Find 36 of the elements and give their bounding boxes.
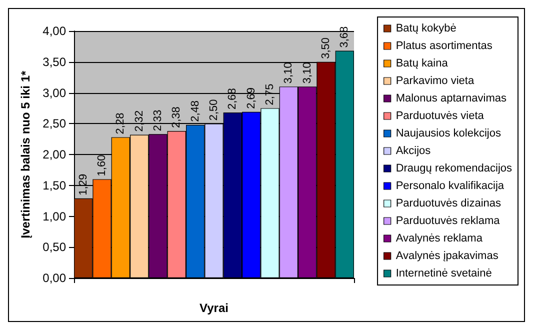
data-label: 3,50 bbox=[320, 37, 332, 59]
legend-label: Platus asortimentas bbox=[396, 40, 493, 52]
y-tick-label: 3,00 bbox=[42, 86, 66, 100]
legend-label: Avalynės įpakavimas bbox=[396, 250, 499, 262]
x-axis-title: Vyrai bbox=[200, 301, 228, 315]
y-tick-label: 0,50 bbox=[42, 240, 66, 254]
data-label: 2,48 bbox=[189, 100, 202, 122]
data-label: 3,10 bbox=[301, 62, 314, 84]
legend-label: Naujausios kolekcijos bbox=[396, 128, 502, 140]
legend-label: Draugų rekomendacijos bbox=[396, 162, 512, 174]
data-label: 2,33 bbox=[152, 110, 164, 132]
legend-label: Batų kaina bbox=[396, 58, 449, 70]
legend-label: Personalo kvalifikacija bbox=[396, 180, 505, 192]
legend-label: Parduotuvės vieta bbox=[396, 110, 485, 122]
data-label: 2,32 bbox=[133, 110, 146, 132]
legend-label: Batų kokybė bbox=[396, 22, 456, 34]
y-tick-label: 2,50 bbox=[42, 116, 66, 131]
data-label: 2,50 bbox=[208, 99, 220, 121]
data-label: 3,10 bbox=[282, 62, 295, 84]
legend-label: Malonus aptarnavimas bbox=[396, 92, 507, 104]
y-tick-label: 3,50 bbox=[42, 54, 66, 69]
data-label: 2,69 bbox=[245, 87, 258, 109]
y-tick-label: 2,00 bbox=[42, 148, 66, 162]
data-label: 1,60 bbox=[96, 154, 108, 176]
legend-label: Avalynės reklama bbox=[396, 232, 484, 244]
data-label: 1,29 bbox=[77, 174, 90, 196]
y-axis-title: Įvertinimas balais nuo 5 iki 1* bbox=[18, 70, 33, 238]
legend-label: Parkavimo vieta bbox=[396, 75, 475, 87]
legend-label: Akcijos bbox=[396, 145, 432, 157]
y-tick-label: 1,00 bbox=[42, 209, 66, 224]
legend-label: Parduotuvės reklama bbox=[396, 215, 501, 227]
legend-label: Internetinė svetainė bbox=[396, 268, 492, 280]
y-tick-label: 1,50 bbox=[42, 178, 66, 192]
y-tick-label: 4,00 bbox=[42, 24, 66, 38]
legend-label: Parduotuvės dizainas bbox=[396, 198, 502, 210]
y-tick-label: 0,00 bbox=[42, 271, 66, 285]
